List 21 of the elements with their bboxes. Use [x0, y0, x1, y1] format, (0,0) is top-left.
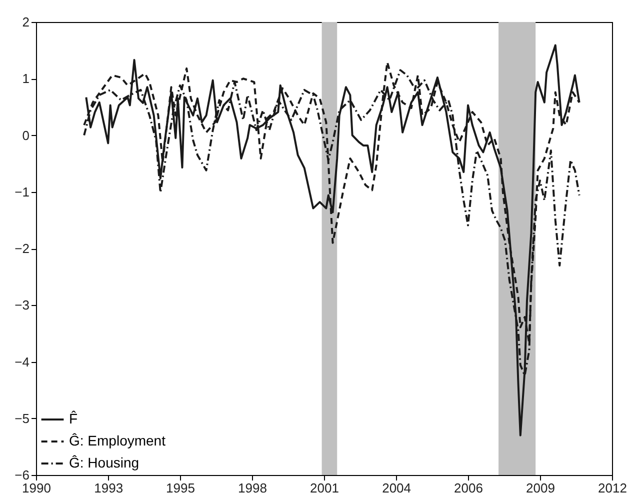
y-tick-label: 0: [22, 128, 30, 143]
x-tick-label: 1993: [94, 480, 124, 496]
legend-label: Ĝ: Housing: [69, 454, 140, 470]
y-tick-label: −5: [14, 410, 30, 426]
x-tick-label: 1998: [238, 480, 267, 496]
y-tick-label: −1: [14, 184, 30, 200]
legend-label: F̂: [69, 410, 78, 426]
x-tick-label: 1990: [22, 480, 51, 496]
x-tick-label: 2012: [598, 480, 627, 496]
y-tick-label: −6: [14, 468, 30, 482]
y-tick-label: −3: [14, 298, 30, 313]
y-tick-label: 1: [22, 71, 30, 86]
y-tick-label: −4: [14, 354, 30, 370]
x-tick-label: 2004: [382, 480, 411, 496]
y-tick-label: −2: [14, 241, 30, 256]
legend-label: Ĝ: Employment: [69, 432, 166, 448]
x-tick-label: 2001: [310, 480, 339, 496]
y-tick-label: 2: [22, 14, 30, 30]
x-tick-label: 2009: [526, 480, 555, 496]
x-tick-label: 2006: [454, 480, 483, 496]
x-tick-label: 1995: [166, 480, 195, 496]
